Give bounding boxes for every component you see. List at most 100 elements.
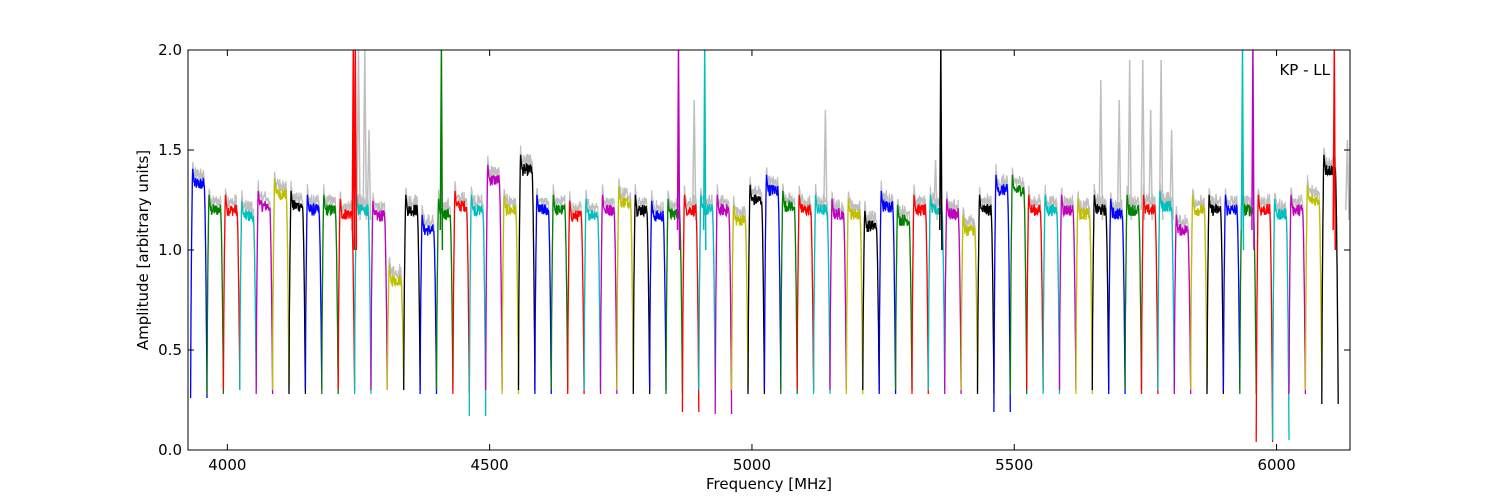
band-line-13 bbox=[403, 194, 421, 391]
grey-spike-2 bbox=[366, 129, 372, 221]
x-tick-label-2: 5000 bbox=[733, 456, 771, 474]
grey-band-67 bbox=[1288, 187, 1306, 388]
grey-spike-5 bbox=[933, 159, 938, 221]
band-line-2 bbox=[222, 194, 241, 391]
grey-band-24 bbox=[583, 189, 602, 385]
band-line-56 bbox=[1108, 198, 1126, 395]
grey-band-47 bbox=[960, 207, 979, 384]
grey-band-8 bbox=[321, 184, 339, 387]
spike-4 bbox=[702, 50, 707, 251]
band-line-25 bbox=[599, 194, 618, 395]
grey-spike-8 bbox=[1127, 59, 1132, 221]
grey-band-27 bbox=[632, 183, 651, 388]
band-line-62 bbox=[1206, 194, 1225, 395]
band-line-41 bbox=[862, 210, 880, 391]
grey-band-44 bbox=[911, 184, 929, 388]
grey-spike-1 bbox=[362, 50, 368, 221]
band-line-18 bbox=[485, 164, 503, 391]
band-line-34 bbox=[747, 184, 766, 395]
band-line-24 bbox=[583, 198, 602, 391]
grey-band-52 bbox=[1042, 185, 1061, 389]
x-tick-label-0: 4000 bbox=[208, 456, 246, 474]
grey-band-68 bbox=[1304, 175, 1323, 383]
band-line-37 bbox=[796, 194, 815, 391]
grey-band-11 bbox=[370, 192, 388, 384]
band-line-22 bbox=[550, 194, 569, 391]
band-line-63 bbox=[1222, 194, 1241, 391]
grey-band-19 bbox=[501, 187, 520, 389]
band-line-12 bbox=[386, 264, 405, 391]
grey-spike-12 bbox=[1169, 129, 1174, 221]
band-line-28 bbox=[649, 200, 667, 391]
grey-spike-4 bbox=[823, 109, 828, 221]
grey-spike-6 bbox=[1098, 79, 1104, 221]
y-tick-label-2: 1.0 bbox=[158, 241, 182, 259]
grey-band-60 bbox=[1173, 206, 1192, 386]
grey-band-4 bbox=[255, 180, 274, 385]
spike-8 bbox=[1332, 50, 1337, 251]
band-line-23 bbox=[567, 200, 585, 395]
band-line-27 bbox=[632, 194, 651, 395]
band-line-58 bbox=[1140, 194, 1159, 395]
spike-5 bbox=[939, 50, 943, 251]
grey-band-18 bbox=[485, 155, 503, 384]
grey-band-6 bbox=[288, 180, 306, 387]
grey-band-37 bbox=[796, 185, 815, 385]
band-line-10 bbox=[353, 194, 372, 395]
band-line-39 bbox=[829, 198, 848, 391]
band-line-54 bbox=[1075, 198, 1093, 395]
grey-band-66 bbox=[1272, 192, 1290, 435]
band-line-31 bbox=[698, 194, 716, 391]
band-line-15 bbox=[435, 198, 454, 391]
grey-band-5 bbox=[272, 171, 290, 385]
band-line-17 bbox=[468, 194, 487, 417]
band-line-59 bbox=[1157, 190, 1175, 391]
grey-band-7 bbox=[304, 183, 323, 383]
band-line-6 bbox=[288, 190, 307, 395]
band-line-11 bbox=[370, 200, 388, 391]
spike-1 bbox=[353, 50, 358, 251]
spike-layer bbox=[351, 50, 1337, 251]
annotation-label: KP - LL bbox=[1279, 61, 1330, 79]
band-line-3 bbox=[239, 200, 257, 391]
grey-band-55 bbox=[1091, 183, 1110, 384]
band-line-33 bbox=[730, 204, 749, 391]
grey-spike-13 bbox=[1345, 139, 1350, 221]
grey-band-12 bbox=[386, 255, 405, 383]
y-tick-label-3: 1.5 bbox=[158, 141, 182, 159]
grey-band-3 bbox=[239, 190, 257, 382]
band-line-32 bbox=[714, 194, 733, 415]
spike-3 bbox=[676, 50, 681, 251]
axis-ticks: 4000 4500 5000 5500 6000 0.0 0.5 1.0 1.5 2.0 bbox=[158, 41, 1350, 474]
band-line-51 bbox=[1026, 194, 1044, 391]
band-line-19 bbox=[501, 194, 520, 395]
x-tick-label-4: 6000 bbox=[1257, 456, 1295, 474]
grey-spike-9 bbox=[1140, 59, 1146, 221]
grey-band-33 bbox=[731, 196, 749, 382]
x-tick-label-1: 4500 bbox=[471, 456, 509, 474]
band-line-65 bbox=[1255, 194, 1274, 443]
band-line-53 bbox=[1058, 194, 1077, 391]
grey-spike-3 bbox=[691, 99, 697, 221]
band-line-61 bbox=[1190, 194, 1208, 391]
band-line-30 bbox=[681, 194, 700, 413]
grey-band-1 bbox=[206, 188, 224, 386]
band-line-20 bbox=[517, 154, 536, 391]
band-line-57 bbox=[1124, 194, 1143, 391]
band-line-48 bbox=[976, 194, 995, 395]
grey-band-14 bbox=[419, 205, 438, 388]
band-line-40 bbox=[845, 198, 864, 395]
band-line-38 bbox=[812, 194, 831, 395]
y-axis-label: Amplitude [arbitrary units] bbox=[134, 150, 152, 350]
band-line-50 bbox=[1009, 174, 1028, 395]
grey-spike-10 bbox=[1148, 109, 1153, 221]
band-line-26 bbox=[616, 186, 634, 391]
grey-band-50 bbox=[1009, 167, 1028, 386]
band-line-4 bbox=[255, 190, 274, 395]
grey-band-21 bbox=[534, 187, 552, 389]
band-line-0 bbox=[189, 168, 208, 399]
band-line-5 bbox=[271, 178, 290, 391]
y-tick-label-1: 0.5 bbox=[158, 341, 182, 359]
band-line-35 bbox=[763, 174, 782, 391]
